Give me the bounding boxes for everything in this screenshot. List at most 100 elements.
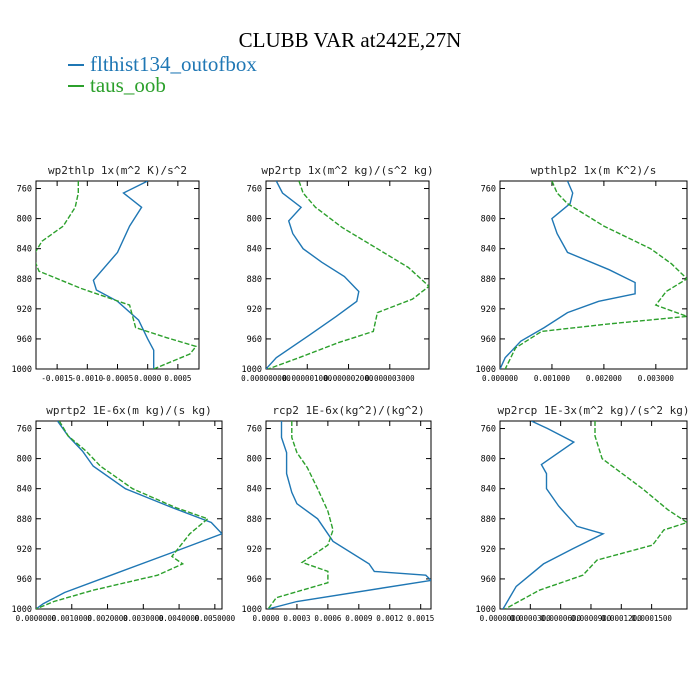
- series-line-flthist134-outofbox: [267, 421, 431, 609]
- chart-panel-6: wp2rcp 1E-3x(m^2 kg)/(s^2 kg)760 800 840 88…: [476, 404, 690, 623]
- y-tick-label: 920: [247, 545, 262, 555]
- x-tick-label: 0.000003000: [365, 374, 415, 383]
- y-tick-label: 920: [247, 305, 262, 315]
- x-tick-label: -0.0005: [102, 374, 134, 383]
- legend-item-2: taus_oob: [68, 73, 166, 97]
- y-tick-label: 1000: [476, 365, 496, 375]
- x-tick-label: 0.0012: [376, 614, 403, 623]
- x-tick-label: 0.0010000: [51, 614, 92, 623]
- series-line-flthist134-outofbox: [92, 181, 155, 369]
- x-tick-label: 0.0001200: [601, 614, 642, 623]
- x-tick-label: 0.003000: [638, 374, 675, 383]
- series-line-flthist134-outofbox: [502, 421, 606, 609]
- y-tick-label: 800: [17, 215, 32, 225]
- series-line-flthist134-outofbox: [266, 181, 360, 369]
- y-tick-label: 880: [481, 275, 496, 285]
- figure-title: CLUBB VAR at242E,27N: [238, 28, 462, 52]
- y-tick-label: 960: [247, 575, 262, 585]
- x-tick-label: 0.000002000: [324, 374, 374, 383]
- panel-title: wp2thlp 1x(m^2 K)/s^2: [48, 164, 187, 177]
- y-tick-label: 1000: [12, 605, 32, 615]
- y-tick-label: 880: [481, 515, 496, 525]
- series-line-taus-oob: [267, 421, 334, 609]
- legend-label-2: taus_oob: [90, 72, 166, 97]
- y-tick-label: 840: [247, 485, 262, 495]
- x-tick-label: 0.0001500: [631, 614, 672, 623]
- legend-swatch-2: [68, 85, 84, 87]
- x-tick-label: 0.000001000: [282, 374, 332, 383]
- y-tick-label: 920: [481, 545, 496, 555]
- y-tick-label: 760: [247, 185, 262, 195]
- chart-panel-4: wprtp2 1E-6x(m kg)/(s kg) 760 800 840 880 920…: [12, 404, 236, 623]
- y-tick-label: 1000: [12, 365, 32, 375]
- x-tick-label: 0.0000900: [571, 614, 612, 623]
- series-line-taus-oob: [267, 181, 429, 369]
- y-tick-label: 800: [247, 455, 262, 465]
- y-tick-label: 840: [17, 245, 32, 255]
- series-line-taus-oob: [36, 421, 210, 609]
- y-tick-label: 1000: [242, 365, 262, 375]
- chart-panel-3: wpthlp2 1x(m K^2)/s 760 800 840 880 920 960 100…: [476, 164, 688, 383]
- legend-swatch-1: [68, 64, 84, 66]
- x-tick-label: 0.0020000: [87, 614, 128, 623]
- y-tick-label: 840: [481, 485, 496, 495]
- series-line-taus-oob: [504, 181, 687, 369]
- chart-panel-2: wp2rtp 1x(m^2 kg)/(s^2 kg) 760 800 840 880 92…: [241, 164, 433, 383]
- x-tick-label: 0.0000000: [16, 614, 57, 623]
- y-tick-label: 760: [247, 425, 262, 435]
- y-tick-label: 840: [481, 245, 496, 255]
- legend-label-1: flthist134_outofbox: [90, 51, 257, 76]
- x-tick-label: 0.0000: [252, 614, 280, 623]
- y-tick-label: 760: [17, 425, 32, 435]
- y-tick-label: 880: [17, 275, 32, 285]
- y-tick-label: 760: [481, 185, 496, 195]
- series-line-taus-oob: [504, 421, 687, 609]
- x-tick-label: 0.002000: [586, 374, 623, 383]
- panel-title: wprtp2 1E-6x(m kg)/(s kg): [46, 404, 212, 417]
- plot-frame: [35, 180, 200, 370]
- y-tick-label: 800: [247, 215, 262, 225]
- x-tick-label: 0.0003: [283, 614, 310, 623]
- plot-frame: [265, 180, 430, 370]
- x-tick-label: 0.0030000: [123, 614, 164, 623]
- y-tick-label: 920: [17, 545, 32, 555]
- y-tick-label: 960: [17, 575, 32, 585]
- x-tick-label: 0.0006: [314, 614, 342, 623]
- y-tick-label: 960: [17, 335, 32, 345]
- x-tick-label: 0.0000600: [540, 614, 581, 623]
- y-tick-label: 920: [17, 305, 32, 315]
- y-tick-label: 960: [247, 335, 262, 345]
- plot-frame: [499, 180, 688, 370]
- chart-panel-5: rcp2 1E-6x(kg^2)/(kg^2) 760 800 840 880 920 96…: [242, 404, 435, 623]
- y-tick-label: 920: [481, 305, 496, 315]
- plot-frame: [265, 420, 432, 610]
- plot-frame: [35, 420, 223, 610]
- y-tick-label: 880: [247, 275, 262, 285]
- series-line-taus-oob: [36, 181, 198, 369]
- series-line-flthist134-outofbox: [36, 421, 222, 609]
- panel-title: wp2rtp 1x(m^2 kg)/(s^2 kg): [261, 164, 433, 177]
- panel-title: wpthlp2 1x(m K^2)/s: [531, 164, 657, 177]
- plot-frame: [499, 420, 688, 610]
- x-tick-label: 0.000000: [482, 374, 519, 383]
- legend-item-1: flthist134_outofbox: [68, 52, 257, 76]
- y-tick-label: 960: [481, 575, 496, 585]
- y-tick-label: 840: [17, 485, 32, 495]
- panel-title: wp2rcp 1E-3x(m^2 kg)/(s^2 kg): [497, 404, 689, 417]
- x-tick-label: -0.0010: [72, 374, 104, 383]
- y-tick-label: 760: [17, 185, 32, 195]
- y-tick-label: 800: [481, 455, 496, 465]
- y-tick-label: 760: [481, 425, 496, 435]
- x-tick-label: 0.0000300: [510, 614, 551, 623]
- chart-panel-1: wp2thlp 1x(m^2 K)/s^2 760 800 840 880 920 960 1…: [12, 164, 200, 383]
- series-line-flthist134-outofbox: [500, 181, 636, 369]
- x-tick-label: -0.0015: [41, 374, 73, 383]
- x-tick-label: 0.0009: [345, 614, 372, 623]
- x-tick-label: 0.001000: [534, 374, 571, 383]
- x-tick-label: 0.0005: [164, 374, 191, 383]
- x-tick-label: 0.000000000: [241, 374, 291, 383]
- y-tick-label: 960: [481, 335, 496, 345]
- y-tick-label: 880: [247, 515, 262, 525]
- y-tick-label: 880: [17, 515, 32, 525]
